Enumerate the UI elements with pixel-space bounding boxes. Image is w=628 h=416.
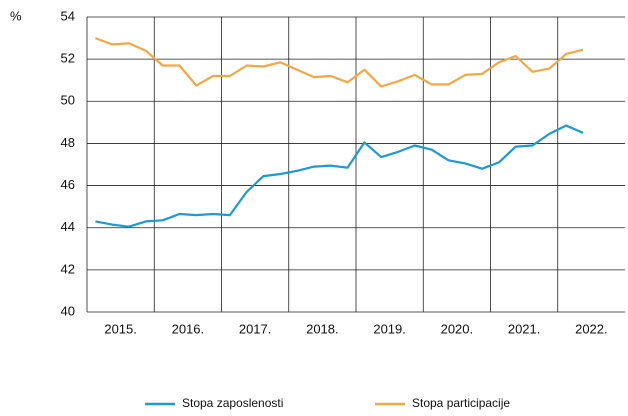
series-line <box>95 124 584 228</box>
x-tick-label: 2022. <box>575 321 608 336</box>
x-tick-label: 2015. <box>104 321 137 336</box>
legend-label: Stopa zaposlenosti <box>182 396 283 410</box>
y-tick-label: 52 <box>61 51 75 66</box>
y-tick-label: 46 <box>61 177 75 192</box>
y-tick-label: 48 <box>61 135 75 150</box>
x-tick-label: 2016. <box>172 321 205 336</box>
x-tick-label: 2017. <box>239 321 272 336</box>
y-axis-label: % <box>10 8 22 23</box>
y-tick-label: 42 <box>61 261 75 276</box>
y-tick-label: 40 <box>61 303 75 318</box>
x-tick-label: 2018. <box>306 321 339 336</box>
x-tick-label: 2021. <box>508 321 541 336</box>
y-tick-label: 44 <box>61 219 75 234</box>
x-tick-label: 2019. <box>373 321 406 336</box>
x-tick-label: 2020. <box>441 321 474 336</box>
y-tick-label: 54 <box>61 8 75 23</box>
y-tick-label: 50 <box>61 93 75 108</box>
legend-label: Stopa participacije <box>412 396 510 410</box>
series-line <box>95 37 584 88</box>
